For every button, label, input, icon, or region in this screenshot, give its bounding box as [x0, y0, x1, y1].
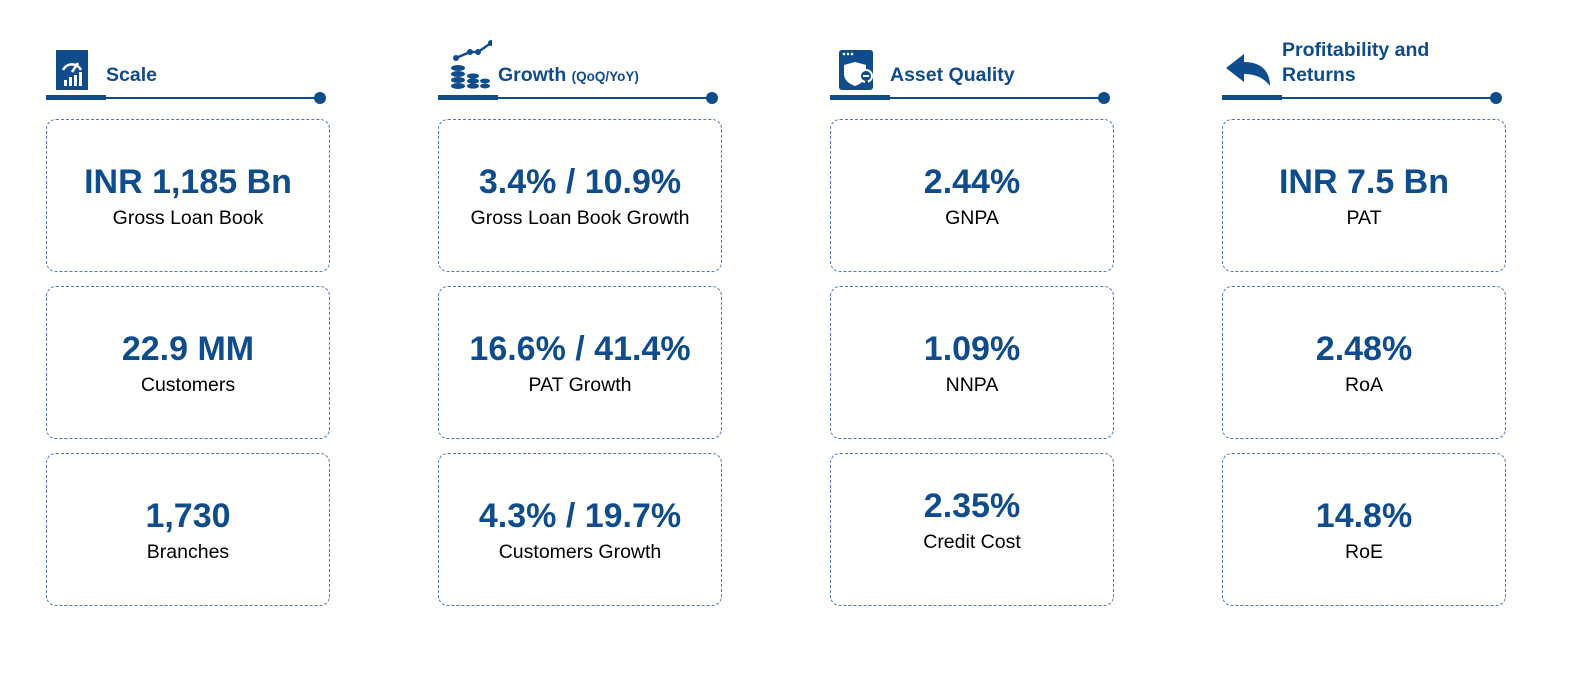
metric-value: 2.35%	[923, 487, 1021, 525]
section-underline	[1282, 97, 1496, 99]
metric-value: 22.9 MM	[121, 330, 255, 368]
metric-card: 2.35% Credit Cost	[830, 453, 1114, 606]
metric-value: 4.3% / 19.7%	[478, 497, 682, 535]
section-title-text: Asset Quality	[890, 64, 1015, 86]
section-title-text: Growth	[498, 64, 567, 86]
section-title-text: Scale	[106, 64, 157, 86]
metric-value: 2.48%	[1315, 330, 1413, 368]
metric-card: INR 7.5 Bn PAT	[1222, 119, 1506, 272]
metric-card: 2.48% RoA	[1222, 286, 1506, 439]
growth-column: Growth (QoQ/YoY) 3.4% / 10.9% Gross Loan…	[438, 0, 728, 606]
scale-header: Scale	[46, 0, 336, 110]
section-underline	[106, 97, 320, 99]
metric-label: RoE	[1345, 541, 1383, 563]
metric-card: 3.4% / 10.9% Gross Loan Book Growth	[438, 119, 722, 272]
metric-label: Branches	[146, 541, 230, 563]
section-underline-accent	[438, 95, 498, 100]
metric-label: PAT Growth	[528, 374, 632, 396]
metric-value: 1,730	[145, 497, 231, 535]
metric-label: GNPA	[945, 207, 999, 229]
metric-card: 22.9 MM Customers	[46, 286, 330, 439]
asset-quality-header: Asset Quality	[830, 0, 1120, 110]
metric-label: Gross Loan Book Growth	[470, 207, 690, 229]
metric-value: 1.09%	[923, 330, 1021, 368]
asset-quality-column: Asset Quality 2.44% GNPA 1.09% NNPA 2.35…	[830, 0, 1120, 606]
profitability-header: Profitability and Returns	[1222, 0, 1512, 110]
metric-label: Credit Cost	[923, 531, 1021, 553]
section-underline-accent	[1222, 95, 1282, 100]
metric-card: 2.44% GNPA	[830, 119, 1114, 272]
metric-card: INR 1,185 Bn Gross Loan Book	[46, 119, 330, 272]
section-title: Growth (QoQ/YoY)	[498, 63, 639, 89]
metric-card: 14.8% RoE	[1222, 453, 1506, 606]
metric-label: Customers Growth	[498, 541, 662, 563]
coins-growth-icon	[446, 38, 494, 92]
metric-value: 16.6% / 41.4%	[469, 330, 691, 368]
metric-label: Gross Loan Book	[112, 207, 264, 229]
metric-label: NNPA	[945, 374, 999, 396]
section-title-text: Profitability and Returns	[1282, 39, 1430, 86]
metric-label: PAT	[1346, 207, 1382, 229]
metric-card: 1,730 Branches	[46, 453, 330, 606]
gauge-chart-icon	[54, 48, 90, 92]
scale-column: Scale INR 1,185 Bn Gross Loan Book 22.9 …	[46, 0, 336, 606]
metric-value: 3.4% / 10.9%	[478, 163, 682, 201]
section-underline	[890, 97, 1104, 99]
section-underline	[498, 97, 712, 99]
profitability-column: Profitability and Returns INR 7.5 Bn PAT…	[1222, 0, 1512, 606]
metric-value: INR 1,185 Bn	[84, 163, 292, 201]
section-underline-accent	[830, 95, 890, 100]
return-arrow-icon	[1224, 50, 1272, 90]
section-title: Profitability and Returns	[1282, 38, 1492, 88]
shield-window-icon	[838, 48, 874, 92]
growth-header: Growth (QoQ/YoY)	[438, 0, 728, 110]
section-title: Asset Quality	[890, 63, 1015, 88]
metric-value: 2.44%	[923, 163, 1021, 201]
section-title-subtitle: (QoQ/YoY)	[571, 69, 639, 84]
metric-label: Customers	[140, 374, 236, 396]
metric-value: 14.8%	[1315, 497, 1413, 535]
section-underline-dot	[1098, 92, 1110, 104]
metric-card: 16.6% / 41.4% PAT Growth	[438, 286, 722, 439]
section-underline-dot	[706, 92, 718, 104]
section-underline-accent	[46, 95, 106, 100]
section-title: Scale	[106, 63, 157, 88]
metric-label: RoA	[1345, 374, 1383, 396]
metric-card: 4.3% / 19.7% Customers Growth	[438, 453, 722, 606]
section-underline-dot	[314, 92, 326, 104]
metric-card: 1.09% NNPA	[830, 286, 1114, 439]
metric-value: INR 7.5 Bn	[1278, 163, 1450, 201]
section-underline-dot	[1490, 92, 1502, 104]
